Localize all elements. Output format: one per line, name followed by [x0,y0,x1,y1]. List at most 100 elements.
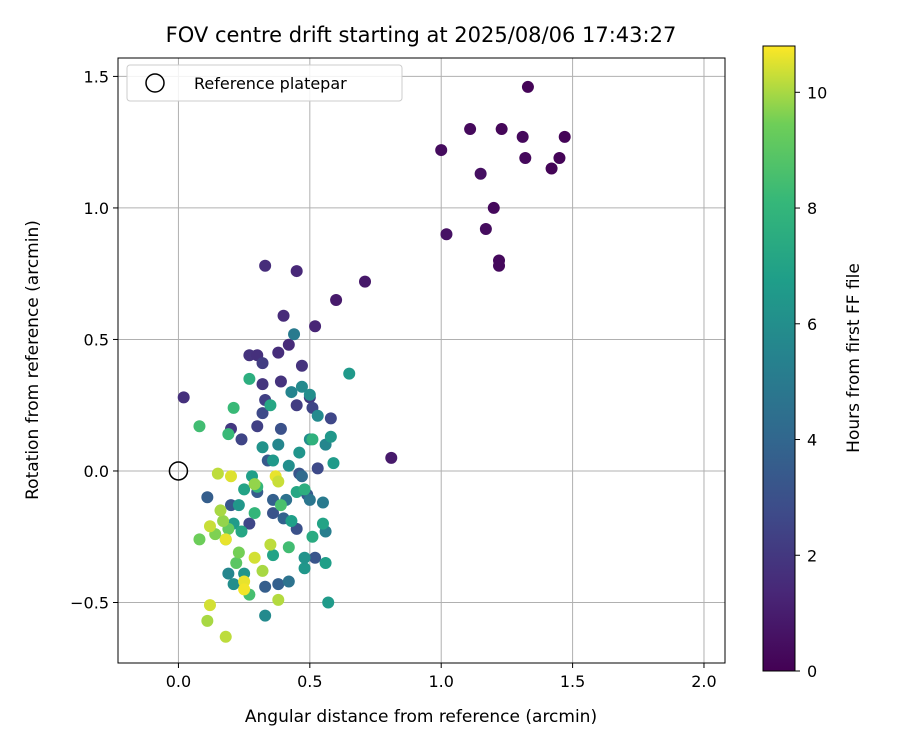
data-point [224,470,237,483]
data-point [259,259,272,272]
colorbar: 0 2 4 6 8 10 Hours from first FF file [762,45,864,681]
data-point [238,583,251,596]
data-point [203,599,216,612]
data-point [267,454,280,467]
data-point [558,130,571,143]
data-point [219,630,232,643]
data-point [227,401,240,414]
y-tick-label: 1.0 [84,199,109,218]
data-point [256,357,269,370]
data-point [264,399,277,412]
reference-platepar-marker [168,461,189,481]
data-point [293,446,306,459]
data-point [282,575,295,588]
data-point [440,228,453,241]
data-point [343,367,356,380]
data-point [298,551,311,564]
data-point [248,507,261,520]
data-point [211,467,224,480]
data-point [272,593,285,606]
data-point [235,433,248,446]
data-point [553,151,566,164]
data-point [232,546,245,559]
data-point [309,551,322,564]
data-point [316,496,329,509]
data-point [193,420,206,433]
data-point [464,123,477,136]
data-point [330,294,343,306]
legend: Reference platepar [126,64,403,102]
colorbar-ticks: 0 2 4 6 8 10 [795,83,827,681]
data-point [248,551,261,564]
data-point [227,578,240,591]
data-point [285,514,298,527]
data-point [311,462,324,475]
y-axis-ticks: −0.5 0.0 0.5 1.0 1.5 [70,67,118,613]
data-point [327,457,340,470]
x-tick-label: 1.0 [428,672,453,691]
y-tick-label: 0.5 [84,330,109,349]
legend-box [126,64,403,102]
data-point [272,578,285,591]
data-point [295,470,308,483]
data-point [519,151,532,164]
colorbar-label: Hours from first FF file [844,263,864,453]
data-point [222,428,235,441]
data-point [385,451,398,464]
data-point [201,491,214,504]
data-point [274,499,287,512]
data-point [243,517,256,530]
data-point [298,562,311,575]
data-point [322,596,335,609]
data-point [267,507,280,520]
data-point [256,407,269,420]
colorbar-tick-label: 0 [807,662,817,681]
data-points [177,80,571,643]
y-tick-label: 1.5 [84,67,109,86]
x-tick-label: 0.0 [166,672,191,691]
chart-title: FOV centre drift starting at 2025/08/06 … [166,23,677,47]
data-point [311,409,324,422]
y-axis-label: Rotation from reference (arcmin) [23,220,43,500]
x-tick-label: 0.5 [297,672,322,691]
data-point [259,609,272,622]
data-point [521,80,534,93]
data-point [303,388,316,401]
data-point [248,478,261,491]
data-point [256,564,269,577]
data-point [264,538,277,551]
x-axis-label: Angular distance from reference (arcmin) [245,707,597,727]
grid-lines [118,58,725,663]
data-point [298,483,311,496]
colorbar-tick-label: 10 [807,83,827,102]
y-tick-label: −0.5 [70,594,109,613]
data-point [219,533,232,546]
colorbar-tick-label: 2 [807,546,817,565]
data-point [267,549,280,562]
data-point [203,520,216,533]
data-point [217,514,230,527]
data-point [495,123,508,136]
y-tick-label: 0.0 [84,462,109,481]
data-point [435,144,448,157]
data-point [232,499,245,512]
colorbar-tick-label: 8 [807,199,817,218]
data-point [277,309,290,322]
data-point [282,459,295,472]
data-point [545,162,558,175]
x-tick-label: 1.5 [560,672,585,691]
data-point [479,222,492,235]
data-point [256,441,269,454]
data-point [324,412,337,425]
data-point [487,201,500,214]
x-tick-label: 2.0 [691,672,716,691]
data-point [243,372,256,385]
data-point [516,130,529,143]
data-point [295,359,308,372]
legend-marker [145,73,165,93]
data-point [274,375,287,388]
data-point [282,541,295,554]
data-point [235,525,248,538]
colorbar-tick-label: 4 [807,431,817,450]
